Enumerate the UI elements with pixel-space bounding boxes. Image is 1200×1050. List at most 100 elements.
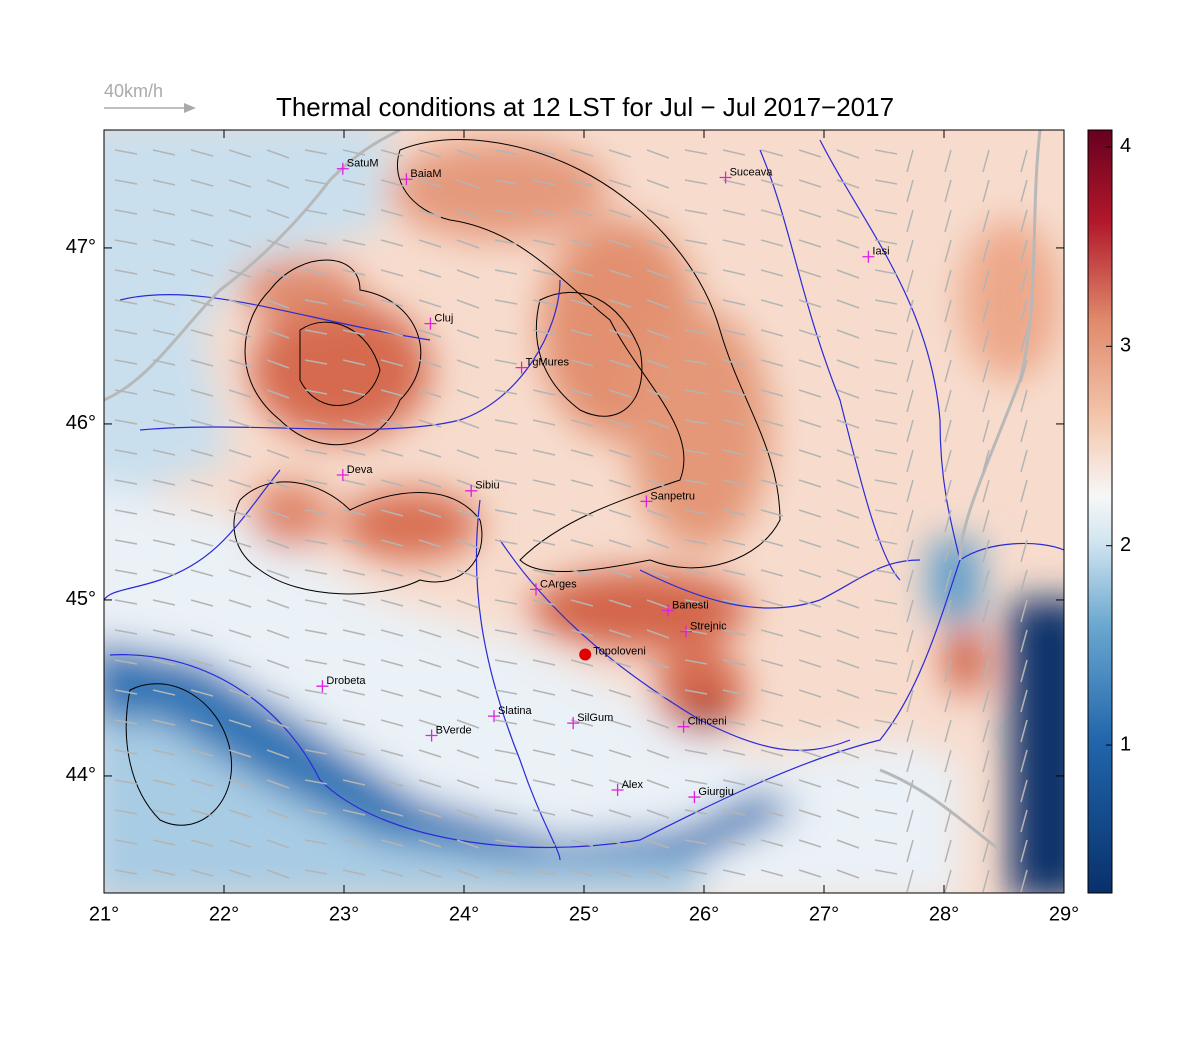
- wind-vector: [646, 359, 670, 369]
- wind-vector: [190, 569, 214, 577]
- wind-vector: [494, 719, 518, 725]
- city-label: Drobeta: [326, 675, 366, 687]
- wind-vector: [608, 839, 632, 848]
- wind-vector: [114, 569, 138, 575]
- wind-vector: [532, 749, 556, 756]
- wind-vector: [456, 209, 480, 219]
- wind-vector: [608, 149, 632, 158]
- wind-vector: [304, 149, 328, 155]
- wind-vector: [380, 539, 404, 547]
- wind-vector: [906, 419, 914, 443]
- wind-vector: [874, 509, 898, 515]
- wind-vector: [380, 359, 404, 367]
- wind-vector: [1020, 149, 1028, 173]
- wind-vector: [228, 869, 252, 878]
- wind-vector: [152, 419, 176, 426]
- wind-vector: [646, 449, 670, 459]
- wind-vector: [380, 509, 404, 517]
- wind-vector: [760, 719, 784, 727]
- wind-vector: [874, 809, 898, 815]
- wind-vector: [760, 209, 784, 217]
- wind-vector: [190, 509, 214, 517]
- wind-vector: [228, 809, 252, 818]
- wind-vector: [608, 509, 632, 518]
- wind-vector: [798, 359, 822, 368]
- wind-vector: [304, 479, 328, 485]
- wind-vector: [874, 389, 898, 395]
- wind-vector: [944, 869, 952, 893]
- wind-vector: [342, 419, 366, 426]
- wind-vector: [608, 449, 632, 458]
- wind-vector: [836, 629, 860, 639]
- wind-vector: [418, 209, 442, 218]
- wind-vector: [798, 239, 822, 248]
- wind-vector: [608, 359, 632, 368]
- wind-vector: [418, 479, 442, 488]
- wind-vector: [684, 749, 708, 755]
- wind-vector: [798, 779, 822, 788]
- wind-vector: [1020, 629, 1028, 653]
- wind-vector: [798, 269, 822, 278]
- wind-vector: [798, 599, 822, 608]
- wind-vector: [266, 389, 290, 399]
- wind-vector: [722, 359, 746, 366]
- x-tick-label: 29°: [1049, 903, 1079, 925]
- city-label: Cluj: [434, 313, 453, 325]
- wind-vector: [266, 359, 290, 369]
- wind-vector: [456, 179, 480, 189]
- wind-vector: [798, 479, 822, 488]
- wind-vector: [722, 689, 746, 696]
- wind-vector: [982, 179, 990, 203]
- wind-vector: [836, 449, 860, 459]
- wind-vector: [190, 749, 214, 757]
- wind-vector: [266, 599, 290, 609]
- wind-vector: [114, 659, 138, 665]
- wind-vector: [152, 539, 176, 546]
- wind-vector: [380, 599, 404, 607]
- wind-vector: [114, 719, 138, 725]
- wind-vector: [266, 449, 290, 459]
- wind-vector: [532, 179, 556, 186]
- x-tick-label: 21°: [89, 903, 119, 925]
- wind-vector: [190, 179, 214, 187]
- wind-vector: [874, 869, 898, 875]
- wind-vector: [494, 149, 518, 155]
- wind-vector: [684, 659, 708, 665]
- wind-vector: [494, 809, 518, 815]
- wind-vector: [836, 839, 860, 849]
- wind-vector: [304, 569, 328, 575]
- wind-vector: [608, 179, 632, 188]
- wind-vector: [944, 329, 952, 353]
- wind-vector: [266, 209, 290, 219]
- city-label: Banesti: [672, 599, 709, 611]
- wind-vector: [456, 689, 480, 699]
- wind-vector: [874, 689, 898, 695]
- wind-vector: [1020, 569, 1028, 593]
- wind-vector: [418, 569, 442, 578]
- wind-vector: [418, 239, 442, 248]
- wind-vector: [982, 329, 990, 353]
- wind-vector: [456, 359, 480, 369]
- city-label: CArges: [540, 578, 577, 590]
- y-tick-label: 46°: [66, 412, 96, 434]
- city-marker: [677, 720, 690, 733]
- wind-vector: [380, 719, 404, 727]
- wind-vector: [1020, 839, 1028, 863]
- wind-vector: [760, 869, 784, 877]
- wind-vector: [722, 209, 746, 216]
- wind-vector: [1020, 299, 1028, 323]
- wind-vector: [646, 269, 670, 279]
- wind-vector: [304, 209, 328, 215]
- field: [104, 130, 1064, 893]
- wind-vector: [190, 239, 214, 247]
- wind-vector: [342, 479, 366, 486]
- wind-vector: [722, 779, 746, 786]
- city-marker: [424, 317, 437, 330]
- wind-vector: [982, 599, 990, 623]
- wind-vector: [114, 149, 138, 155]
- wind-vector: [418, 299, 442, 308]
- wind-vector: [874, 629, 898, 635]
- wind-vector: [494, 599, 518, 605]
- wind-vector: [1020, 599, 1028, 623]
- wind-vector: [190, 389, 214, 397]
